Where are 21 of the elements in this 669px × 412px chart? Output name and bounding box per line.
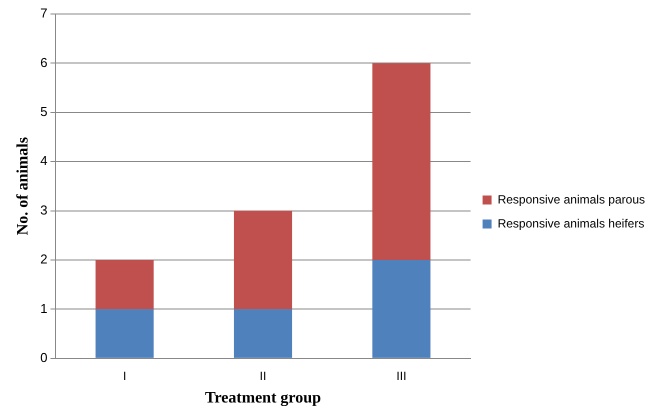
legend-label: Responsive animals heifers [498,216,644,230]
bar [372,63,430,260]
y-tick-label: 7 [40,6,48,21]
bar [234,309,292,358]
bar [96,260,154,310]
y-axis-title: No. of animals [14,137,32,236]
y-tick-label: 3 [40,202,48,218]
y-tick-label: 2 [40,252,48,267]
x-tick-label: II [260,368,266,383]
x-axis-title: Treatment group [205,390,322,407]
bar [372,260,430,358]
y-tick-label: 5 [40,104,48,119]
legend-label: Responsive animals parous [498,192,646,206]
y-tick-label: 6 [40,54,48,70]
y-tick-label: 4 [40,153,48,168]
y-tick-label: 0 [40,350,48,365]
y-tick-label: 1 [40,300,48,316]
x-tick-label: III [396,368,406,383]
bar [96,309,154,358]
x-tick-label: I [122,368,126,383]
bar [234,210,292,310]
